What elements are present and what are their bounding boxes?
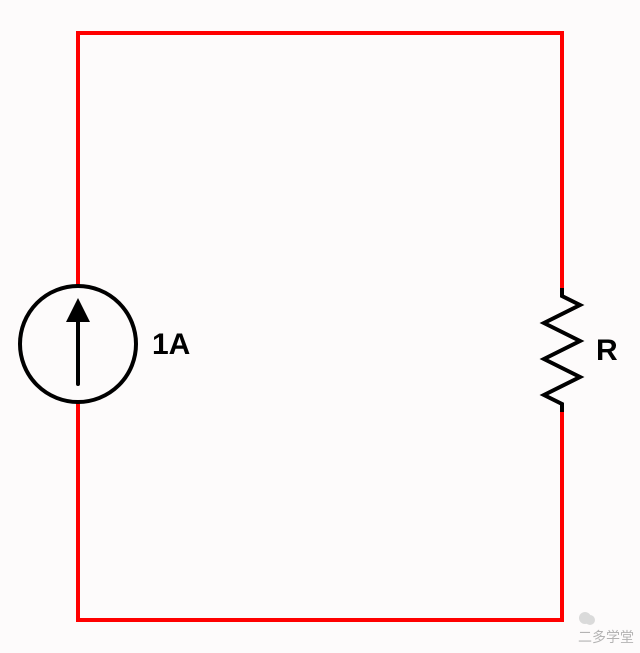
resistor bbox=[544, 290, 580, 410]
current-source bbox=[20, 286, 136, 402]
source-label: 1A bbox=[152, 328, 190, 361]
circuit-diagram: 1A R bbox=[0, 0, 640, 653]
resistor-label: R bbox=[596, 334, 618, 367]
